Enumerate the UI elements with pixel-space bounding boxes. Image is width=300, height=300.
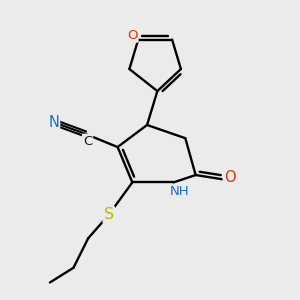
Text: O: O [127, 29, 138, 42]
Text: C: C [83, 135, 92, 148]
Text: N: N [48, 115, 59, 130]
Text: NH: NH [170, 185, 190, 198]
Text: S: S [104, 207, 114, 222]
Text: O: O [224, 170, 235, 185]
